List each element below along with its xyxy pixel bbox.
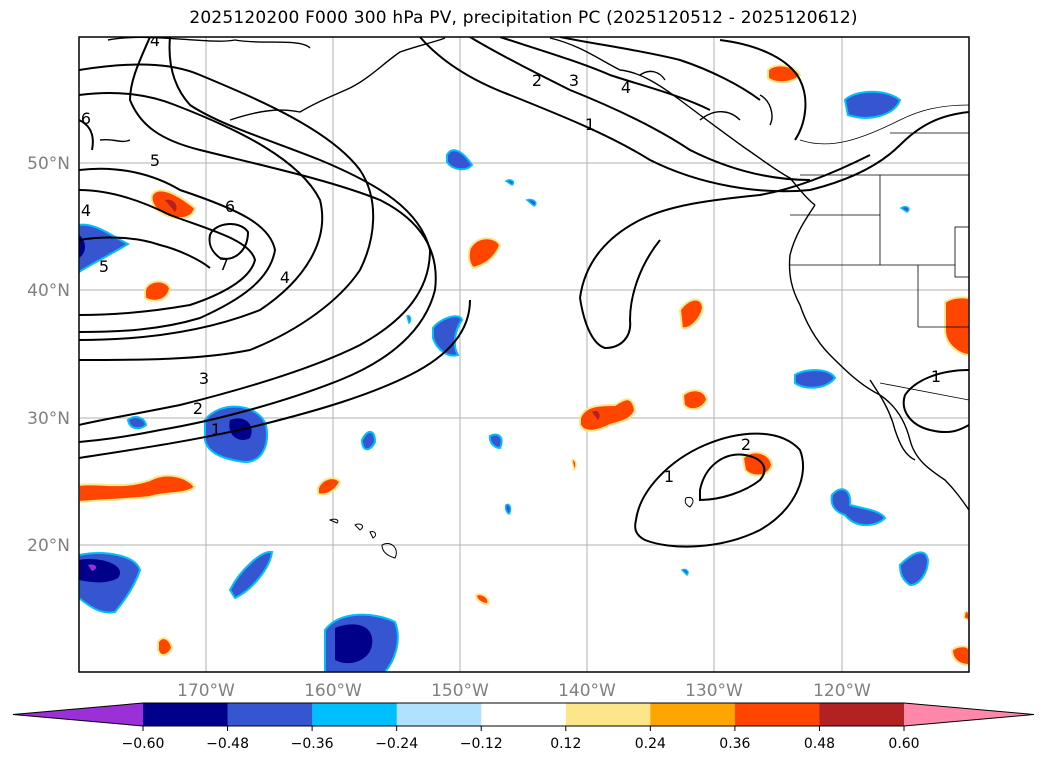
blob-pos-148w-43n [467,237,502,270]
contour-label: 5 [150,151,160,170]
contour-label: 3 [569,71,579,90]
colorbar-tick-label: −0.24 [375,736,418,752]
contour-label: 4 [280,268,290,287]
map-title: 2025120200 F000 300 hPa PV, precipitatio… [189,8,858,28]
contour-label: 1 [211,420,221,439]
contour-label: 2 [741,435,751,454]
colorbar-tick-label: 0.60 [888,736,919,752]
colorbar-tick-label: 0.24 [635,736,666,752]
lat-label-20n: 20°N [27,536,70,556]
colorbar-segment [481,703,567,726]
colorbar-segment [227,703,313,726]
contour-labels: 4 6 5 4 6 7 5 4 3 2 1 2 3 4 1 1 1 2 [81,31,941,486]
contour-label: 6 [225,197,235,216]
colorbar-tick-label: −0.60 [122,736,165,752]
contour-label: 3 [199,369,209,388]
blob-neg-166w-20n [228,550,274,600]
blob-pos-left-strip [79,474,197,504]
lon-label-170w: 170°W [177,681,235,701]
colorbar-tick-label: 0.48 [804,736,835,752]
colorbar-extend-high [904,703,1034,726]
colorbar-tick-label: 0.12 [550,736,581,752]
longitude-labels: 170°W 160°W 150°W 140°W 130°W 120°W [177,681,871,701]
contour-label: 1 [585,115,595,134]
contour-label: 6 [81,109,91,128]
lat-label-30n: 30°N [27,409,70,429]
colorbar-tick-label: −0.12 [460,736,503,752]
colorbar-tick-label: 0.36 [719,736,750,752]
colorbar-tick-label: −0.36 [291,736,334,752]
blob-neg-mex-coast [830,488,887,527]
contour-label: 5 [99,257,109,276]
blob-pos-133w-31n [681,389,709,411]
colorbar-segment [396,703,482,726]
blob-neg-ne-bc [843,90,902,119]
colorbar-segment [819,703,905,726]
map-area [79,37,969,672]
colorbar-segment [312,703,398,726]
colorbar: −0.60 −0.48 −0.36 −0.24 −0.12 0.12 0.24 0.36 0.4… [12,702,1035,752]
blob-neg-sw-mex [898,551,930,587]
contour-label: 1 [931,367,941,386]
blob-pos-133w-38n [678,298,705,330]
colorbar-tick-label: −0.48 [206,736,249,752]
blob-pos-sw-us [944,296,969,357]
contour-label: 2 [532,71,542,90]
colorbar-segment [143,703,229,726]
lon-label-150w: 150°W [431,681,489,701]
pv-contours [79,37,969,548]
map-frame [78,36,970,673]
contour-label: 7 [219,255,229,274]
contour-label: 4 [81,201,91,220]
colorbar-segment [734,703,820,726]
contour-label: 2 [193,399,203,418]
blob-neg-left-mid [79,223,131,274]
contour-label: 4 [150,31,160,50]
contour-label: 4 [621,78,631,97]
colorbar-segment [650,703,736,726]
colorbar-segment [565,703,651,726]
blob-pos-158w-25n [317,477,342,496]
lat-label-50n: 50°N [27,154,70,174]
hawaii-islands [328,497,694,559]
blob-pos-140w-30n [579,398,637,432]
lon-label-120w: 120°W [813,681,871,701]
lat-label-40n: 40°N [27,281,70,301]
blob-neg-150w-49n [446,149,474,171]
colorbar-extend-low [13,703,143,726]
precip-negative-areas [79,90,930,672]
blob-pos-172w-40n [144,280,172,302]
blob-neg-baja [794,369,837,389]
latitude-labels: 50°N 40°N 30°N 20°N [27,154,70,556]
lon-label-140w: 140°W [558,681,616,701]
lon-label-130w: 130°W [685,681,743,701]
coastlines [99,37,969,511]
contour-label: 1 [664,467,674,486]
lon-label-160w: 160°W [304,681,362,701]
